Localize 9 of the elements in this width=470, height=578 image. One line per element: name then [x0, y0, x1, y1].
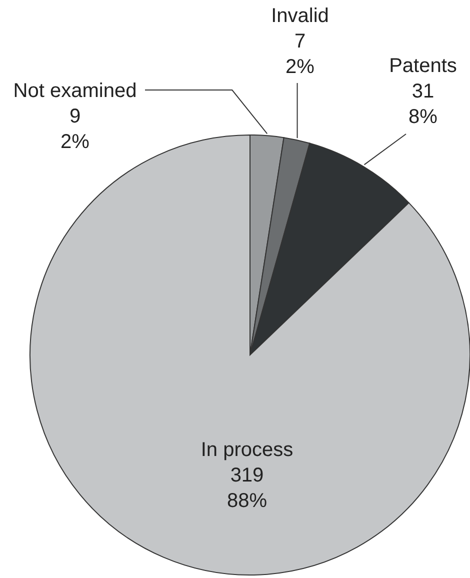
data-label: 9 2%	[60, 106, 90, 153]
pie-slice	[30, 134, 470, 576]
slice-label: Patents	[389, 55, 457, 77]
slice-label: Invalid	[271, 5, 329, 27]
data-label: 319 88%	[226, 464, 268, 512]
slice-label: Not examined	[13, 80, 137, 102]
slice-label: In process	[200, 439, 294, 461]
data-label: 7 2%	[286, 30, 315, 78]
data-label: 31 8%	[408, 80, 438, 128]
